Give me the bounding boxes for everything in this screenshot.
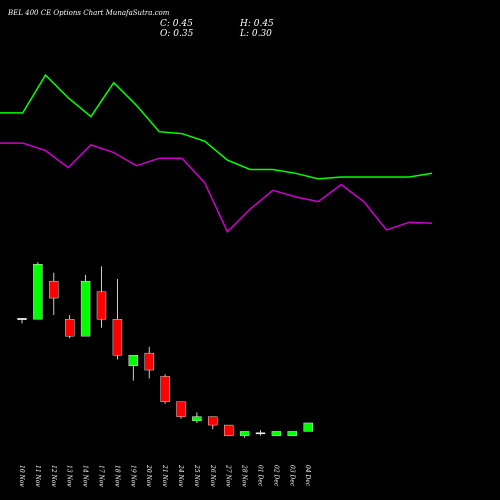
candle — [255, 430, 266, 436]
x-tick-label: 24 Nov — [177, 464, 184, 487]
candle — [96, 266, 107, 328]
candle-body — [64, 319, 75, 337]
candle — [287, 431, 297, 436]
candle-body — [144, 352, 154, 371]
chart-title: BEL 400 CE Options Chart MunafaSutra.com — [8, 9, 170, 17]
x-tick-label: 19 Nov — [129, 465, 136, 487]
candle-body — [192, 416, 202, 422]
candle-body — [112, 319, 123, 356]
candle-body — [160, 376, 170, 402]
candle-body — [303, 422, 313, 432]
candle — [80, 274, 91, 337]
x-tick-label: 27 Nov — [225, 464, 232, 487]
candle — [144, 346, 154, 379]
x-tick-label: 11 Nov — [34, 465, 41, 487]
candle-body — [271, 431, 282, 436]
candle-body — [96, 291, 107, 320]
candle — [271, 431, 282, 436]
candle-body — [49, 280, 59, 299]
candle — [49, 272, 59, 316]
candle — [160, 374, 170, 404]
candle-body — [239, 431, 250, 436]
x-tick-label: 25 Nov — [193, 464, 200, 487]
candle — [303, 422, 313, 432]
candle — [176, 401, 186, 419]
x-tick-label: 03 Dec — [288, 465, 295, 487]
high-value: H: 0.45 — [240, 19, 274, 29]
candle — [64, 315, 75, 339]
green-line-series — [0, 73, 433, 180]
candle-body — [176, 401, 186, 417]
x-tick-label: 20 Nov — [145, 464, 152, 487]
x-tick-label: 17 Nov — [98, 465, 105, 487]
candle — [208, 416, 218, 430]
candle — [192, 412, 202, 423]
candlestick-series — [17, 262, 313, 438]
low-value: L: 0.30 — [240, 29, 272, 39]
open-value: O: 0.35 — [160, 29, 194, 39]
x-tick-label: 02 Dec — [272, 465, 279, 487]
x-tick-label: 28 Nov — [241, 464, 248, 487]
candle — [112, 279, 123, 360]
x-tick-label: 18 Nov — [113, 465, 120, 487]
candle — [239, 431, 250, 438]
candle-body — [208, 416, 218, 426]
x-tick-label: 12 Nov — [50, 465, 57, 487]
candle-body — [255, 432, 266, 435]
x-tick-label: 21 Nov — [161, 464, 168, 487]
x-tick-label: 26 Nov — [209, 464, 216, 487]
candle-body — [17, 318, 27, 320]
magenta-line-series — [0, 142, 433, 234]
x-tick-label: 14 Nov — [82, 465, 89, 487]
candle-body — [287, 431, 297, 436]
x-axis-tick-labels: 10 Nov 11 Nov 12 Nov 13 Nov 14 Nov 17 Nov 18 N… — [18, 464, 311, 487]
candle — [17, 318, 27, 324]
x-tick-label: 01 Dec — [257, 465, 264, 487]
x-tick-label: 10 Nov — [18, 465, 25, 487]
x-tick-label: 04 Dec — [304, 465, 311, 487]
candle-body — [80, 280, 91, 337]
x-tick-label: 13 Nov — [66, 465, 73, 487]
candle — [128, 355, 139, 381]
candle-body — [128, 355, 139, 367]
candle — [223, 424, 234, 436]
candle-body — [223, 424, 234, 436]
candle — [33, 262, 43, 320]
close-value: C: 0.45 — [160, 19, 193, 29]
candle-body — [33, 264, 43, 320]
